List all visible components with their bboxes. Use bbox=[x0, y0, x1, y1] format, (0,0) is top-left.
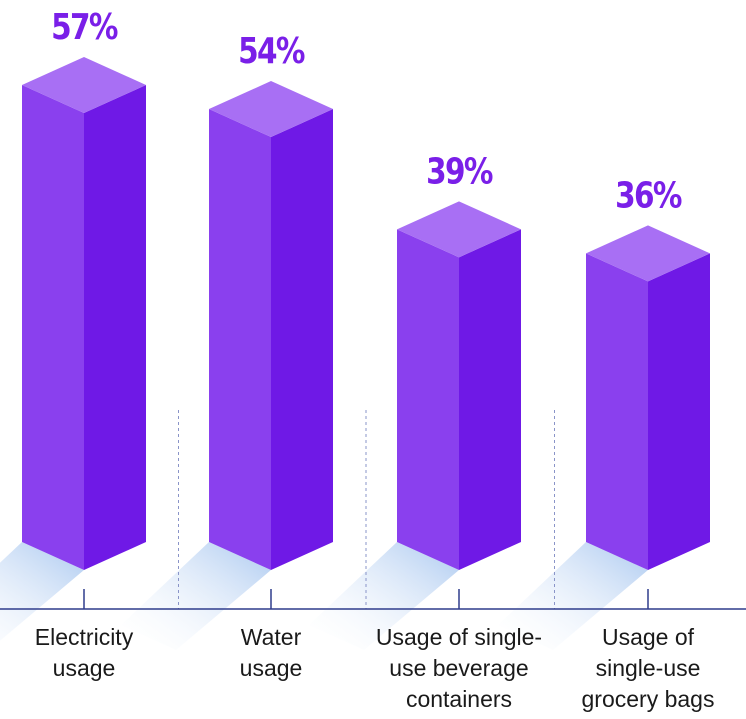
bar bbox=[586, 225, 710, 571]
bar-top-face bbox=[397, 201, 521, 258]
bar-shadow bbox=[0, 542, 84, 641]
value-label: 54% bbox=[238, 29, 304, 72]
value-label: 57% bbox=[51, 5, 117, 48]
bar bbox=[397, 201, 521, 570]
bar-front-face bbox=[586, 253, 648, 571]
category-label: Usage of single- use beverage containers bbox=[375, 624, 543, 712]
category-label: Electricity usage bbox=[34, 624, 134, 681]
bar bbox=[22, 57, 146, 570]
value-label: 39% bbox=[426, 149, 492, 192]
bar-front-face bbox=[397, 229, 459, 570]
bar-shadow bbox=[121, 542, 271, 650]
bar-front-face bbox=[209, 109, 271, 570]
bar-side-face bbox=[648, 253, 710, 571]
bar-front-face bbox=[22, 85, 84, 570]
category-label: Water usage bbox=[239, 624, 303, 681]
bar-side-face bbox=[459, 229, 521, 570]
bar-shadow bbox=[309, 542, 459, 650]
bar-side-face bbox=[84, 85, 146, 570]
category-label: Usage of single-use grocery bags bbox=[581, 624, 715, 712]
value-label: 36% bbox=[615, 173, 681, 216]
bar-top-face bbox=[209, 81, 333, 138]
bar-shadow bbox=[498, 542, 648, 650]
bar-side-face bbox=[271, 109, 333, 570]
bar-top-face bbox=[586, 225, 710, 282]
bar bbox=[209, 81, 333, 570]
bar-top-face bbox=[22, 57, 146, 113]
